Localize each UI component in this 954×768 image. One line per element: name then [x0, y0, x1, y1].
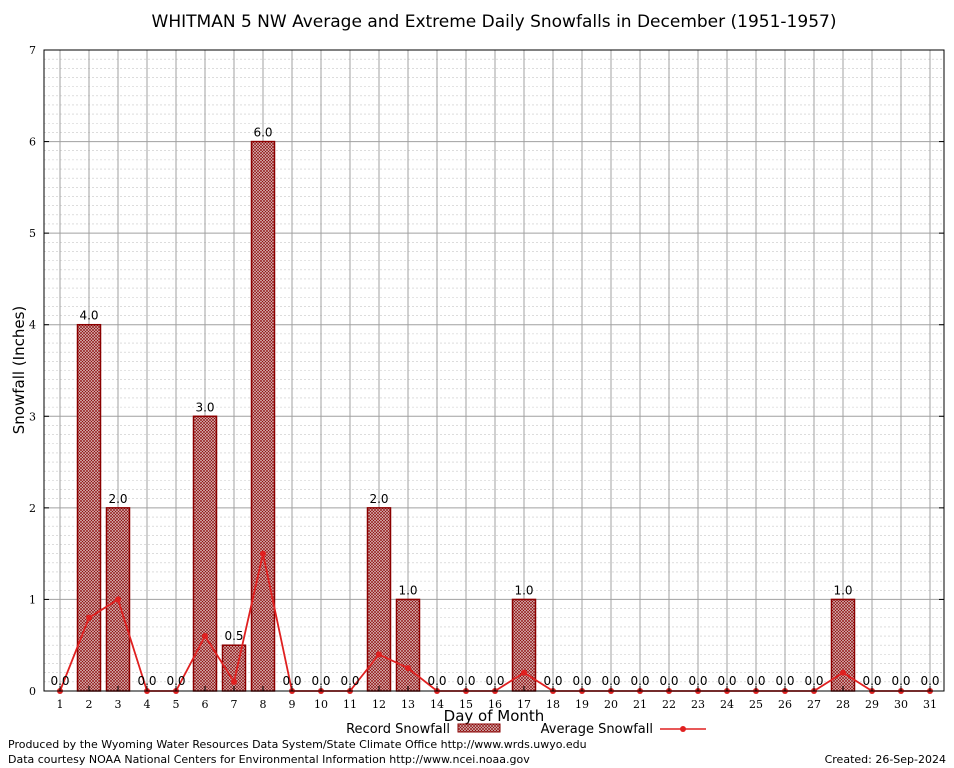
- legend: Record Snowfall Average Snowfall: [346, 722, 706, 737]
- average-point: [231, 678, 237, 685]
- bar-value-label: 0.5: [224, 629, 243, 643]
- x-tick-label: 9: [289, 698, 296, 711]
- bar-value-label: 0.0: [630, 674, 649, 688]
- bar-value-label: 0.0: [456, 674, 475, 688]
- average-point: [376, 651, 382, 658]
- x-tick-label: 25: [749, 698, 763, 711]
- bar-value-label: 2.0: [108, 492, 127, 506]
- x-tick-label: 21: [633, 698, 647, 711]
- x-tick-label: 22: [662, 698, 676, 711]
- bar-value-label: 1.0: [398, 583, 417, 597]
- x-tick-label: 6: [202, 698, 209, 711]
- plot-frame: [43, 49, 945, 692]
- x-tick-label: 24: [720, 698, 734, 711]
- average-point: [521, 669, 527, 676]
- average-point: [115, 596, 121, 603]
- legend-record-swatch: [457, 723, 501, 733]
- average-point: [840, 669, 846, 676]
- x-tick-label: 2: [86, 698, 93, 711]
- x-tick-label: 31: [923, 698, 937, 711]
- footer-created: Created: 26-Sep-2024: [824, 753, 946, 766]
- record-bar: [250, 140, 276, 692]
- y-tick-label: 1: [29, 593, 36, 606]
- bar-value-label: 0.0: [543, 674, 562, 688]
- average-point: [86, 614, 92, 621]
- bar-value-label: 0.0: [601, 674, 620, 688]
- x-tick-label: 28: [836, 698, 850, 711]
- x-tick-label: 12: [372, 698, 386, 711]
- legend-average-marker: [680, 726, 686, 732]
- bar-value-label: 0.0: [659, 674, 678, 688]
- bar-value-label: 0.0: [485, 674, 504, 688]
- bar-value-label: 0.0: [340, 674, 359, 688]
- bar-value-label: 0.0: [688, 674, 707, 688]
- legend-record-label: Record Snowfall: [346, 722, 450, 737]
- bar-value-label: 0.0: [862, 674, 881, 688]
- x-tick-label: 23: [691, 698, 705, 711]
- x-tick-label: 14: [430, 698, 444, 711]
- x-tick-label: 16: [488, 698, 502, 711]
- footer-data-courtesy: Data courtesy NOAA National Centers for …: [8, 753, 530, 766]
- bar-value-label: 0.0: [775, 674, 794, 688]
- x-tick-label: 26: [778, 698, 792, 711]
- y-tick-label: 3: [29, 410, 36, 423]
- bar-value-label: 0.0: [282, 674, 301, 688]
- bar-value-label: 4.0: [79, 309, 98, 323]
- bar-value-label: 3.0: [195, 400, 214, 414]
- bar-value-label: 0.0: [50, 674, 69, 688]
- y-tick-label: 6: [29, 136, 36, 149]
- bar-value-label: 2.0: [369, 492, 388, 506]
- x-tick-label: 8: [260, 698, 267, 711]
- x-tick-label: 3: [115, 698, 122, 711]
- bar-value-label: 0.0: [891, 674, 910, 688]
- bar-value-label: 0.0: [717, 674, 736, 688]
- bar-value-label: 0.0: [427, 674, 446, 688]
- bar-value-label: 0.0: [166, 674, 185, 688]
- x-tick-label: 4: [144, 698, 151, 711]
- x-tick-label: 19: [575, 698, 589, 711]
- bar-value-label: 6.0: [253, 126, 272, 140]
- bar-value-label: 1.0: [833, 583, 852, 597]
- footer-produced-by: Produced by the Wyoming Water Resources …: [8, 738, 587, 751]
- bar-value-label: 0.0: [137, 674, 156, 688]
- x-axis-label: Day of Month: [444, 707, 545, 725]
- bar-value-label: 0.0: [920, 674, 939, 688]
- x-tick-label: 10: [314, 698, 328, 711]
- y-axis-label: Snowfall (Inches): [10, 306, 28, 434]
- chart-title: WHITMAN 5 NW Average and Extreme Daily S…: [152, 12, 837, 32]
- data-labels: 0.0 4.0 2.0 0.0 0.0 3.0 0.5 6.0 0.0 0.0 0.0 2.0 1.0 0…: [50, 126, 939, 688]
- legend-average-label: Average Snowfall: [541, 722, 653, 737]
- x-tick-label: 20: [604, 698, 618, 711]
- bar-value-label: 0.0: [311, 674, 330, 688]
- x-tick-label: 29: [865, 698, 879, 711]
- x-tick-label: 5: [173, 698, 180, 711]
- x-tick-label: 30: [894, 698, 908, 711]
- y-tick-label: 2: [29, 502, 36, 515]
- y-tick-label: 5: [29, 227, 36, 240]
- x-tick-label: 11: [343, 698, 357, 711]
- bar-value-label: 0.0: [572, 674, 591, 688]
- x-tick-label: 27: [807, 698, 821, 711]
- grid: [44, 49, 944, 692]
- x-tick-label: 7: [231, 698, 238, 711]
- x-tick-label: 13: [401, 698, 415, 711]
- average-point: [260, 550, 266, 557]
- y-tick-label: 0: [29, 685, 36, 698]
- x-tick-label: 1: [57, 698, 64, 711]
- record-bars: [76, 140, 856, 692]
- average-point: [202, 633, 208, 640]
- bar-value-label: 0.0: [804, 674, 823, 688]
- bar-value-label: 0.0: [746, 674, 765, 688]
- record-bar: [395, 598, 421, 692]
- x-tick-label: 15: [459, 698, 473, 711]
- x-tick-label: 18: [546, 698, 560, 711]
- bar-value-label: 1.0: [514, 583, 533, 597]
- x-tick-label: 17: [517, 698, 531, 711]
- average-point: [405, 665, 411, 672]
- y-tick-label: 4: [29, 319, 36, 332]
- y-tick-label: 7: [29, 44, 36, 57]
